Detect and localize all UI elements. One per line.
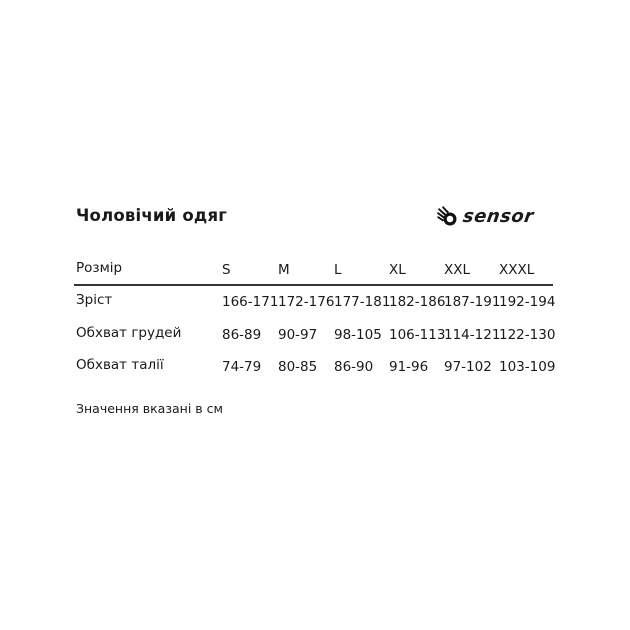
table-cell: 182-186 <box>389 294 446 310</box>
table-cell: 166-171 <box>222 294 279 310</box>
table-cell: 114-121 <box>444 327 501 343</box>
table-cell: 74-79 <box>222 359 262 375</box>
hand-icon <box>437 206 457 226</box>
header-label: Розмір <box>76 260 123 276</box>
table-cell: 91-96 <box>389 359 429 375</box>
size-header: M <box>278 262 290 278</box>
brand-logo: sensor <box>436 205 536 227</box>
brand-wordmark: sensor <box>461 205 536 227</box>
table-cell: 86-90 <box>334 359 374 375</box>
table-cell: 97-102 <box>444 359 492 375</box>
table-cell: 192-194 <box>499 294 556 310</box>
table-cell: 177-181 <box>334 294 391 310</box>
size-header: XL <box>389 262 406 278</box>
table-cell: 106-113 <box>389 327 446 343</box>
table-cell: 172-176 <box>278 294 335 310</box>
table-cell: 103-109 <box>499 359 556 375</box>
size-header: XXL <box>444 262 471 278</box>
size-header: S <box>222 262 231 278</box>
row-label: Зріст <box>76 292 113 308</box>
size-header: XXXL <box>499 262 535 278</box>
header-divider <box>74 284 553 286</box>
table-cell: 90-97 <box>278 327 318 343</box>
size-header: L <box>334 262 342 278</box>
page-title: Чоловічий одяг <box>76 206 228 225</box>
units-note: Значення вказані в см <box>76 401 223 416</box>
row-label: Обхват талії <box>76 357 164 373</box>
row-label: Обхват грудей <box>76 325 182 341</box>
table-cell: 187-191 <box>444 294 501 310</box>
table-cell: 122-130 <box>499 327 556 343</box>
table-cell: 86-89 <box>222 327 262 343</box>
table-cell: 98-105 <box>334 327 382 343</box>
table-cell: 80-85 <box>278 359 318 375</box>
